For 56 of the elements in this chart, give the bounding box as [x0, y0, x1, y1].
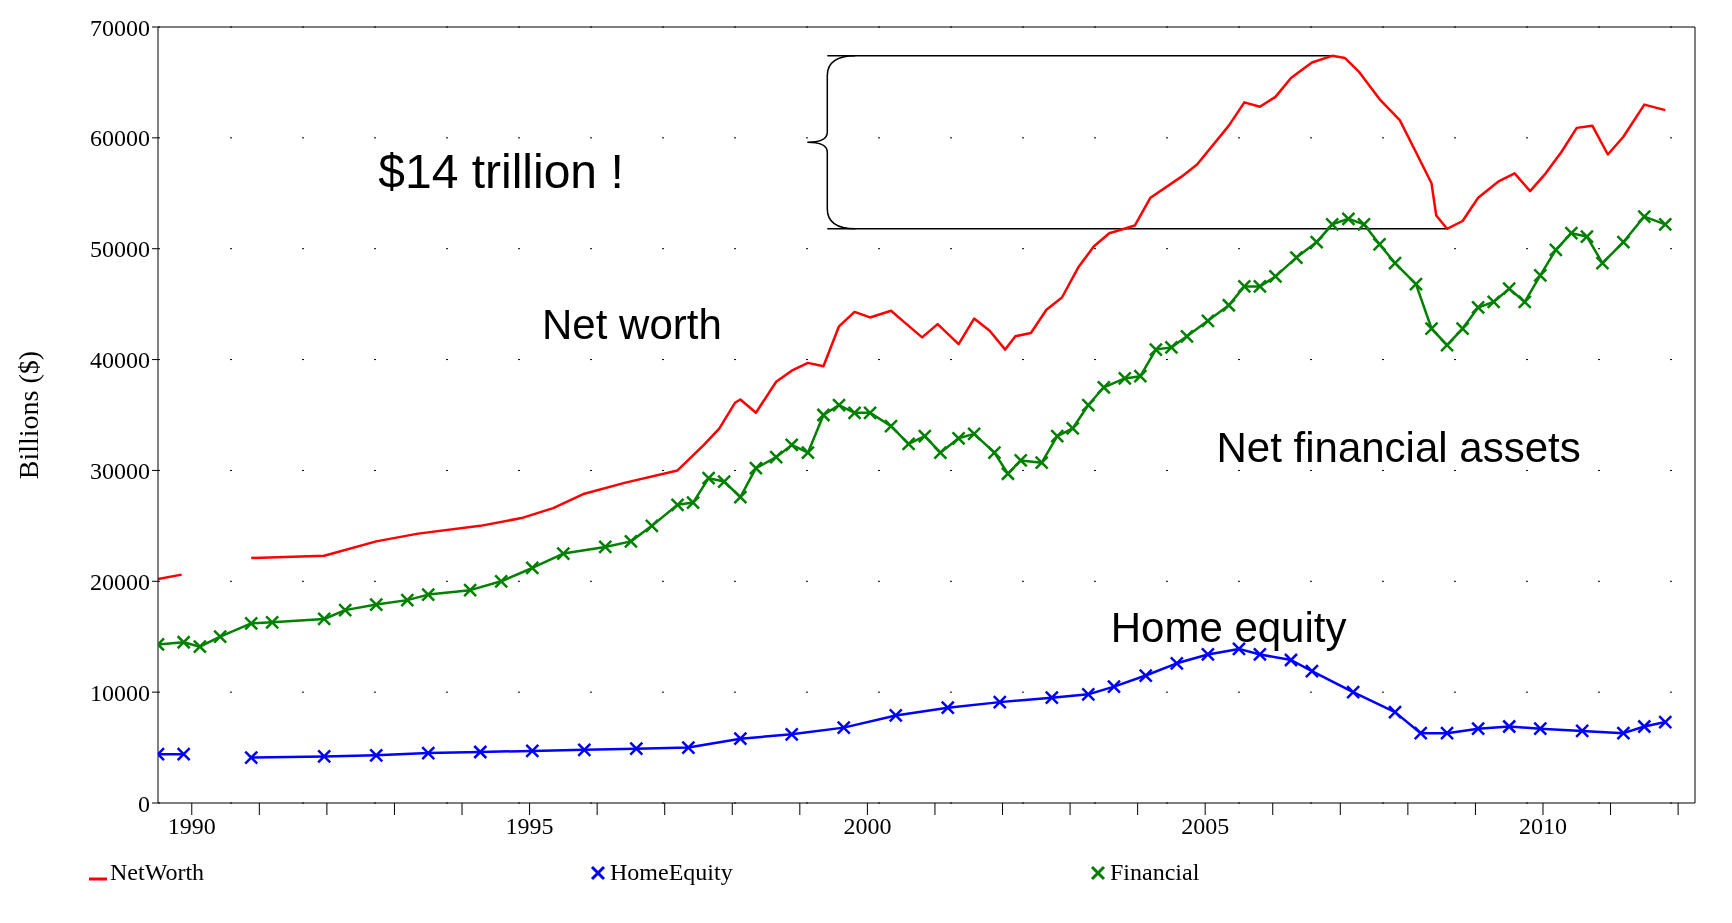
point [420, 745, 436, 761]
point [1200, 647, 1216, 662]
point [629, 741, 644, 756]
x-tick-label: 2005 [1181, 813, 1230, 840]
point [243, 750, 259, 765]
y-axis-title: Billions ($) [12, 350, 44, 480]
annotation: Net financial assets [1216, 424, 1581, 472]
point [1637, 719, 1652, 734]
point [525, 743, 540, 759]
point [888, 708, 904, 723]
x-tick-label: 1990 [167, 813, 216, 840]
point [1616, 725, 1631, 741]
y-tick-label: 50000 [90, 236, 150, 263]
point [1081, 687, 1096, 702]
point [1387, 704, 1403, 720]
point [784, 727, 799, 742]
point [1106, 679, 1122, 694]
point [733, 731, 748, 746]
annotation: $14 trillion ! [378, 143, 624, 199]
point [1044, 690, 1060, 705]
legend-label: HomeEquity [610, 859, 733, 886]
y-tick-label: 10000 [90, 679, 150, 706]
x-tick-label: 2010 [1518, 813, 1567, 840]
point [1470, 721, 1486, 736]
annotation: Net worth [542, 300, 722, 349]
point [1439, 725, 1455, 741]
legend-label: Financial [1110, 859, 1200, 886]
point [1413, 725, 1428, 741]
point [940, 700, 956, 715]
y-tick-label: 60000 [90, 125, 150, 152]
point [176, 746, 191, 762]
point [473, 744, 488, 760]
point [1658, 714, 1673, 730]
y-tick-label: 0 [138, 790, 150, 817]
y-tick-label: 40000 [90, 347, 150, 374]
point [1574, 723, 1590, 739]
legend-label: NetWorth [110, 859, 205, 886]
x-tick-label: 2000 [843, 813, 892, 840]
point [1138, 668, 1153, 683]
y-tick-label: 20000 [90, 568, 150, 595]
point [1501, 719, 1517, 734]
point [1283, 652, 1299, 668]
y-tick-label: 30000 [90, 457, 150, 484]
point [1169, 656, 1185, 671]
annotation: Home equity [1110, 604, 1347, 653]
point [836, 720, 851, 735]
point [681, 740, 696, 755]
point [992, 694, 1008, 710]
point [1345, 684, 1361, 700]
point [577, 742, 592, 758]
point [368, 748, 384, 763]
point [316, 749, 332, 764]
point [1533, 721, 1548, 736]
point [1304, 663, 1320, 679]
x-tick-label: 1995 [505, 813, 554, 840]
y-tick-label: 70000 [90, 14, 150, 41]
